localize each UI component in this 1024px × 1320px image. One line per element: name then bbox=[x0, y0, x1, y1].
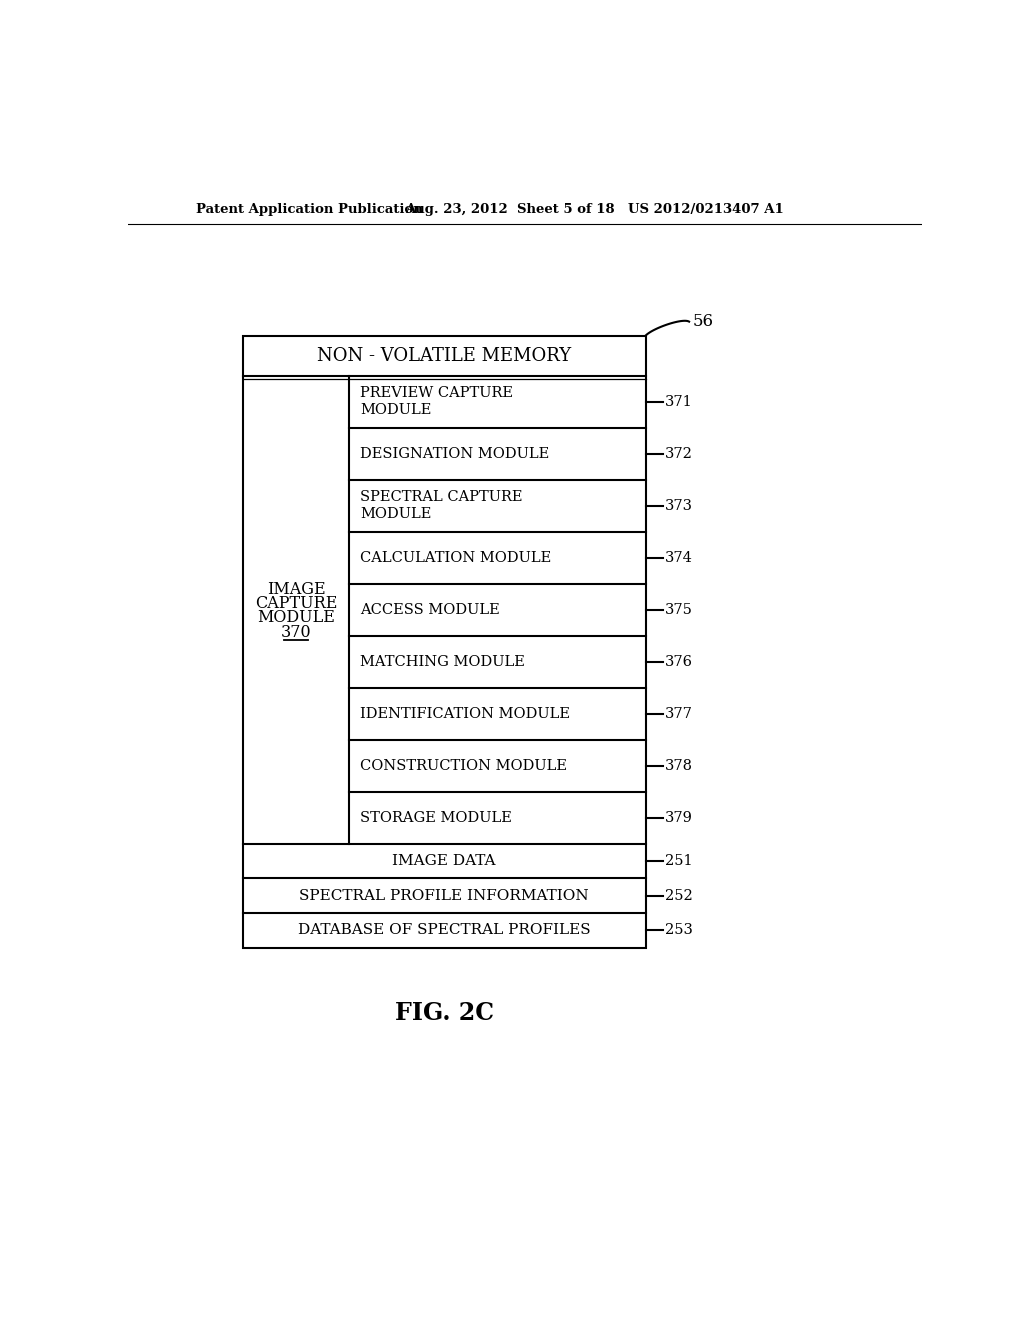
Text: US 2012/0213407 A1: US 2012/0213407 A1 bbox=[628, 203, 783, 216]
Text: SPECTRAL CAPTURE
MODULE: SPECTRAL CAPTURE MODULE bbox=[360, 490, 523, 521]
Text: IMAGE: IMAGE bbox=[267, 581, 326, 598]
Text: 370: 370 bbox=[281, 624, 311, 642]
Text: CAPTURE: CAPTURE bbox=[255, 595, 337, 612]
Text: IDENTIFICATION MODULE: IDENTIFICATION MODULE bbox=[360, 706, 570, 721]
Text: 371: 371 bbox=[665, 395, 693, 409]
Text: Patent Application Publication: Patent Application Publication bbox=[197, 203, 423, 216]
Text: MATCHING MODULE: MATCHING MODULE bbox=[360, 655, 525, 669]
Text: CONSTRUCTION MODULE: CONSTRUCTION MODULE bbox=[360, 759, 567, 772]
Text: MODULE: MODULE bbox=[257, 609, 335, 626]
Text: 378: 378 bbox=[665, 759, 693, 772]
Text: 56: 56 bbox=[692, 313, 713, 330]
Text: STORAGE MODULE: STORAGE MODULE bbox=[360, 810, 512, 825]
Text: IMAGE DATA: IMAGE DATA bbox=[392, 854, 496, 869]
Text: DESIGNATION MODULE: DESIGNATION MODULE bbox=[360, 446, 550, 461]
Text: ACCESS MODULE: ACCESS MODULE bbox=[360, 603, 500, 616]
Text: DATABASE OF SPECTRAL PROFILES: DATABASE OF SPECTRAL PROFILES bbox=[298, 923, 591, 937]
Text: NON - VOLATILE MEMORY: NON - VOLATILE MEMORY bbox=[317, 347, 571, 364]
Text: CALCULATION MODULE: CALCULATION MODULE bbox=[360, 550, 552, 565]
Text: 377: 377 bbox=[665, 706, 693, 721]
Text: 253: 253 bbox=[665, 923, 693, 937]
Text: SPECTRAL PROFILE INFORMATION: SPECTRAL PROFILE INFORMATION bbox=[299, 888, 589, 903]
Text: 252: 252 bbox=[665, 888, 693, 903]
Bar bbox=[243, 335, 646, 948]
Text: FIG. 2C: FIG. 2C bbox=[394, 1001, 494, 1026]
Text: 373: 373 bbox=[665, 499, 693, 512]
Text: 374: 374 bbox=[665, 550, 693, 565]
Text: 372: 372 bbox=[665, 446, 693, 461]
Text: 375: 375 bbox=[665, 603, 693, 616]
Text: PREVIEW CAPTURE
MODULE: PREVIEW CAPTURE MODULE bbox=[360, 385, 513, 417]
Text: 379: 379 bbox=[665, 810, 693, 825]
Text: Aug. 23, 2012  Sheet 5 of 18: Aug. 23, 2012 Sheet 5 of 18 bbox=[406, 203, 615, 216]
Text: 376: 376 bbox=[665, 655, 693, 669]
Text: 251: 251 bbox=[665, 854, 692, 869]
